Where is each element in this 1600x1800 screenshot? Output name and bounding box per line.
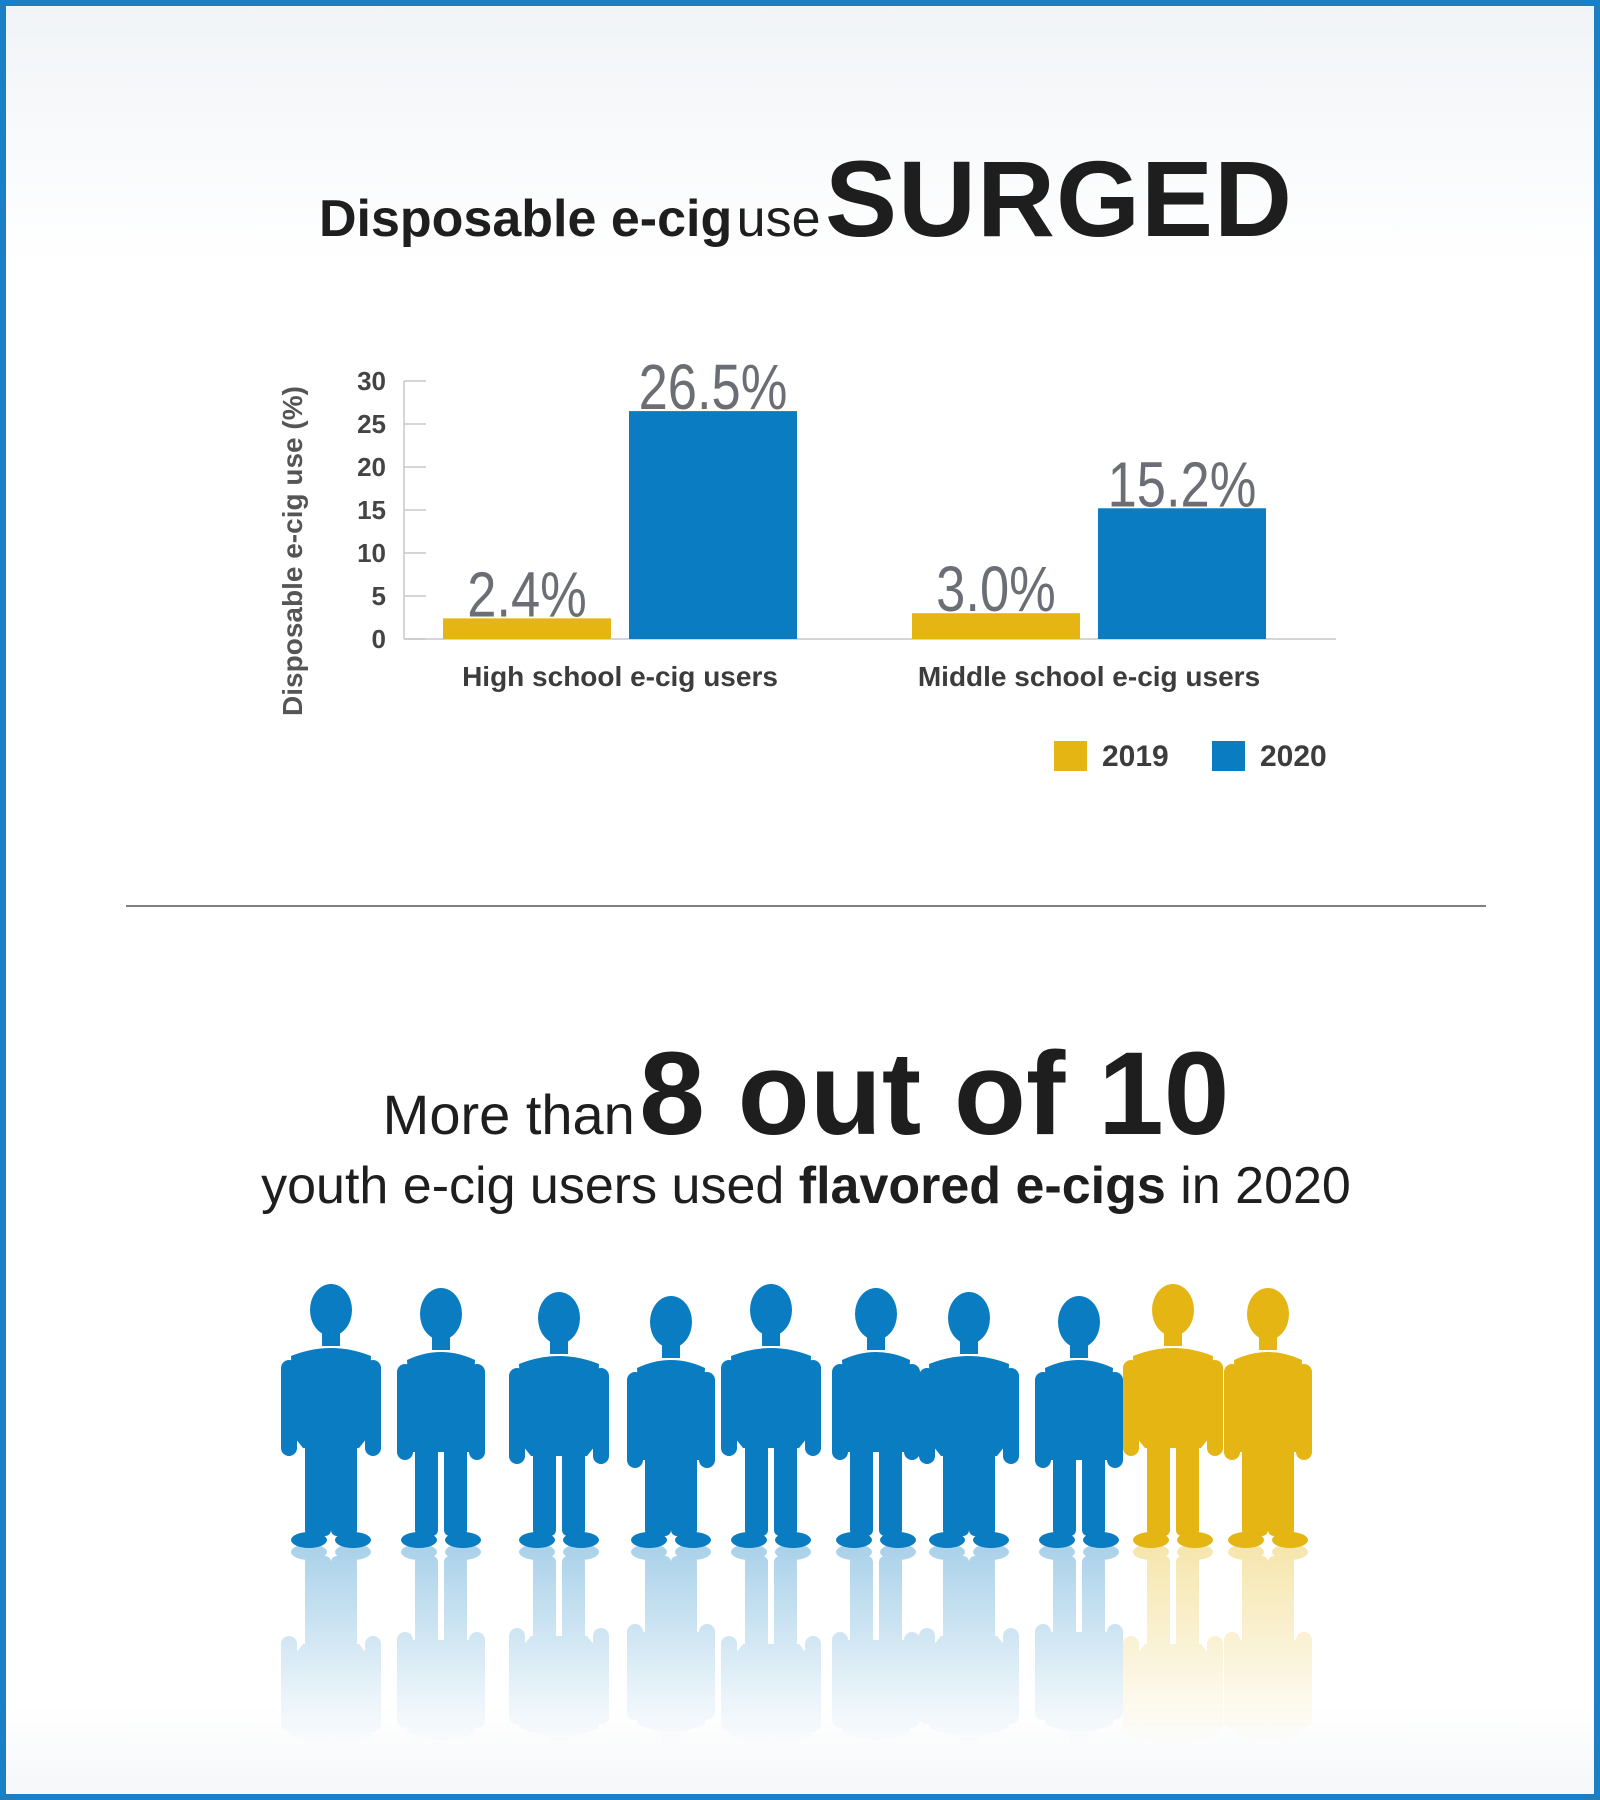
silhouette-reflection	[281, 1544, 1312, 1786]
headline-surged: SURGED	[824, 138, 1294, 259]
x-category-label: Middle school e-cig users	[918, 661, 1260, 692]
person-reflection	[1035, 1544, 1123, 1786]
stat-prefix: More than	[382, 1083, 635, 1146]
youth-silhouettes	[281, 1284, 1312, 1786]
stat-big-number: 8 out of 10	[639, 1028, 1230, 1160]
y-axis-label: Disposable e-cig use (%)	[277, 386, 308, 716]
stat-subline-a: youth e-cig users used	[261, 1157, 785, 1215]
bar-2019-middle-school	[912, 613, 1080, 639]
y-tick-label: 20	[357, 452, 386, 482]
person-silhouette	[1035, 1296, 1123, 1548]
x-category-label: High school e-cig users	[462, 661, 778, 692]
person-silhouette	[721, 1284, 821, 1548]
bar-2019-high-school	[443, 618, 611, 639]
person-silhouette	[919, 1292, 1019, 1548]
person-reflection	[1224, 1544, 1312, 1786]
person-silhouette	[281, 1284, 381, 1548]
bar-2020-high-school	[629, 411, 797, 639]
stat-headline: More than 8 out of 10	[6, 1026, 1594, 1162]
stat-subline: youth e-cig users used flavored e-cigs i…	[6, 1156, 1594, 1216]
y-tick-label: 10	[357, 538, 386, 568]
silhouette-row	[281, 1284, 1312, 1548]
legend-swatch-2019	[1054, 741, 1087, 771]
stat-subline-bold: flavored e-cigs	[798, 1157, 1166, 1215]
person-reflection	[919, 1544, 1019, 1786]
person-reflection	[397, 1544, 485, 1786]
legend-label-2020: 2020	[1260, 740, 1327, 773]
person-silhouette	[397, 1288, 485, 1548]
person-silhouette	[509, 1292, 609, 1548]
person-silhouette	[832, 1288, 920, 1548]
y-tick-label: 15	[357, 495, 386, 525]
y-tick-label: 25	[357, 409, 386, 439]
bar-chart: Disposable e-cig use (%) 0 5 10 15 20 25 30 2.4%…	[277, 352, 1336, 773]
data-label: 2.4%	[467, 559, 587, 630]
legend-swatch-2020	[1212, 741, 1245, 771]
person-reflection	[832, 1544, 920, 1786]
headline: Disposable e-cig use SURGED	[6, 136, 1594, 261]
person-silhouette	[1123, 1284, 1223, 1548]
data-label: 15.2%	[1108, 449, 1257, 520]
y-tick-label: 0	[372, 624, 386, 654]
person-reflection	[509, 1544, 609, 1786]
legend-label-2019: 2019	[1102, 740, 1169, 773]
person-silhouette	[1224, 1288, 1312, 1548]
headline-part1: Disposable e-cig	[318, 190, 733, 248]
stat-subline-c: in 2020	[1180, 1157, 1351, 1215]
y-tick-label: 30	[357, 366, 386, 396]
person-reflection	[1123, 1544, 1223, 1786]
section-divider	[126, 905, 1486, 907]
person-reflection	[627, 1544, 715, 1786]
headline-part2: use	[736, 190, 821, 248]
data-label: 3.0%	[936, 554, 1056, 625]
person-reflection	[721, 1544, 821, 1786]
y-tick-label: 5	[372, 581, 386, 611]
bar-2020-middle-school	[1098, 508, 1266, 639]
person-silhouette	[627, 1296, 715, 1548]
person-reflection	[281, 1544, 381, 1786]
data-label: 26.5%	[639, 352, 788, 423]
